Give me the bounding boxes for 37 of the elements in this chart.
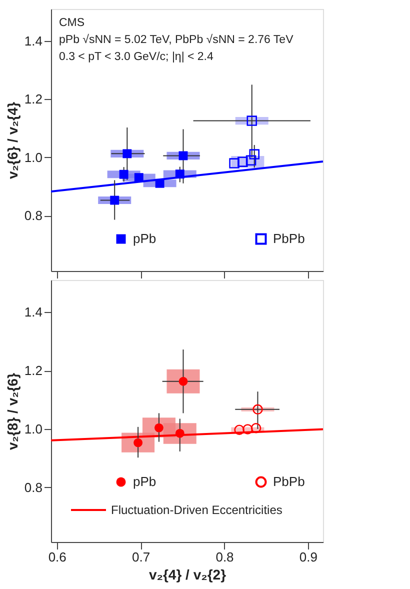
x-tick-label: 0.9 — [299, 550, 318, 564]
y-tick-label: 1.2 — [24, 92, 42, 107]
point — [229, 158, 240, 168]
x-tick-label: 0.8 — [216, 550, 234, 564]
point — [134, 173, 144, 182]
point — [242, 424, 253, 434]
annotation: CMS — [59, 17, 85, 29]
y-tick-label: 1.0 — [24, 150, 42, 165]
point — [178, 151, 188, 160]
y-tick-label: 0.8 — [24, 480, 42, 495]
y-axis-title: v₂{8} / v₂{6} — [4, 372, 20, 450]
x-tick-label: 0.6 — [48, 550, 66, 564]
y-tick-label: 1.2 — [24, 363, 42, 378]
x-tick-label: 0.7 — [132, 550, 150, 564]
point — [175, 170, 184, 179]
point — [246, 116, 257, 126]
annotation: 0.3 < pT < 3.0 GeV/c; |η| < 2.4 — [59, 51, 214, 63]
legend-label: Fluctuation-Driven Eccentricities — [111, 503, 282, 517]
legend-label: pPb — [133, 474, 156, 489]
point — [122, 149, 132, 158]
y-tick-label: 0.8 — [24, 208, 42, 224]
annotation: pPb √sNN = 5.02 TeV, PbPb √sNN = 2.76 TeV — [59, 33, 294, 46]
point — [250, 422, 262, 434]
point — [252, 404, 263, 415]
y-tick-label: 1.0 — [24, 421, 42, 436]
legend-label: PbPb — [273, 231, 305, 246]
point — [110, 196, 120, 205]
x-axis-title: v₂{4} / v₂{2} — [148, 566, 227, 582]
y-tick-label: 1.4 — [24, 304, 42, 320]
legend-label: PbPb — [273, 474, 305, 489]
point — [234, 424, 244, 435]
point — [119, 170, 128, 179]
point — [249, 149, 260, 160]
point — [155, 178, 164, 188]
y-axis-title: v₂{6} / v₂{4} — [4, 101, 20, 180]
legend-label: pPb — [133, 231, 156, 246]
y-tick-label: 1.4 — [24, 34, 42, 49]
